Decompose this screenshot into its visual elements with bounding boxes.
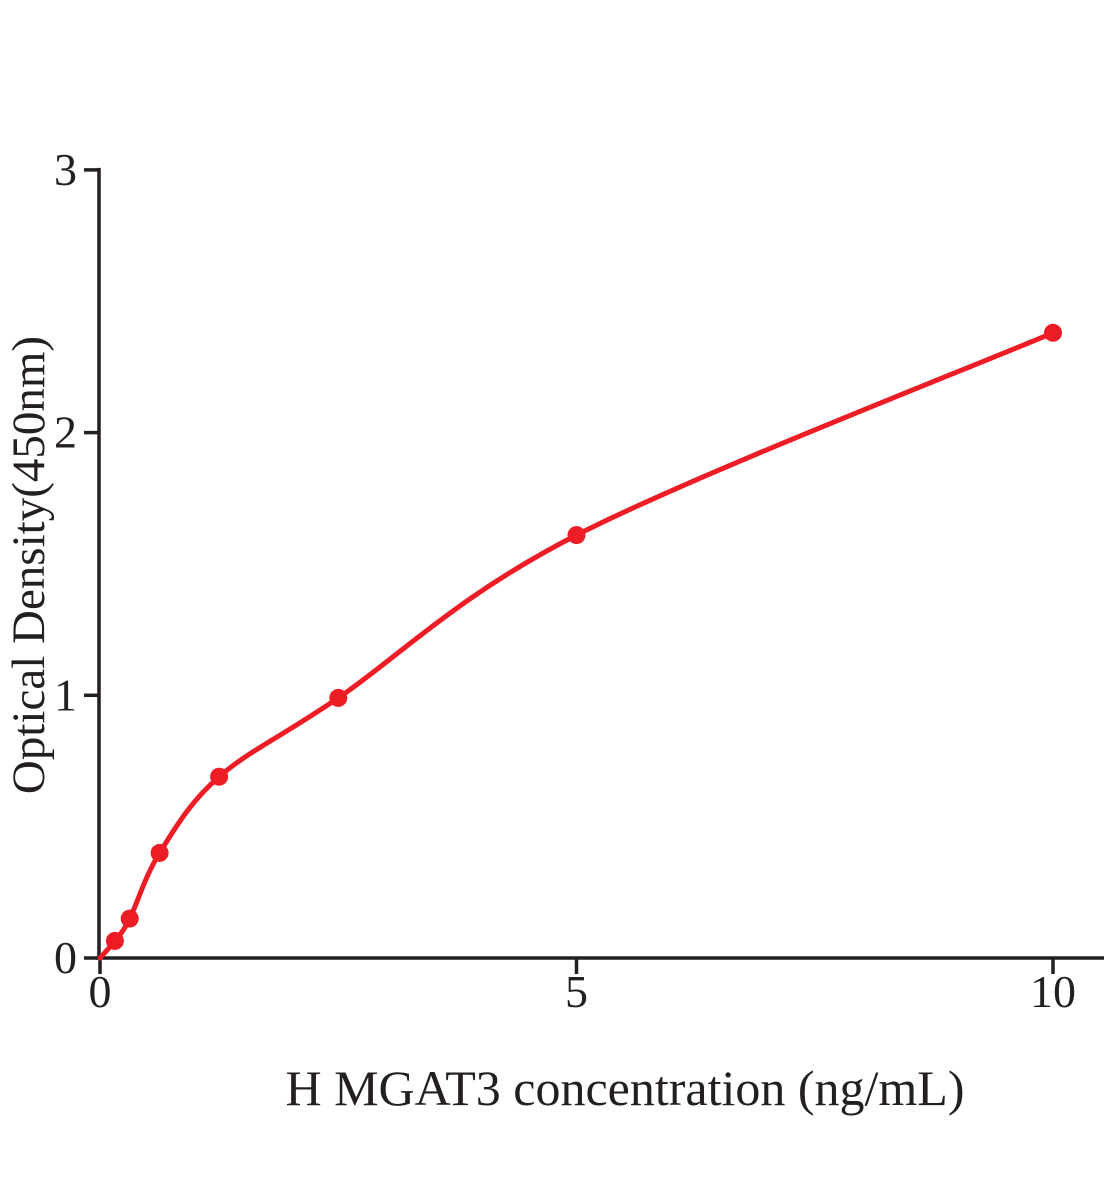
- y-axis-title: Optical Density(450nm): [3, 336, 55, 794]
- data-point: [150, 843, 169, 862]
- data-point: [210, 767, 229, 786]
- axes: [84, 167, 1104, 974]
- data-point: [1044, 323, 1062, 342]
- x-tick-label: 0: [89, 966, 112, 1017]
- fit-curve-line: [97, 330, 1056, 961]
- y-tick-label: 0: [54, 932, 77, 983]
- data-point: [329, 688, 348, 707]
- x-tick-label: 5: [565, 966, 588, 1017]
- x-axis-title: H MGAT3 concentration (ng/mL): [285, 1060, 964, 1116]
- y-tick-label: 1: [54, 669, 77, 720]
- y-tick-label: 3: [54, 144, 77, 195]
- data-point: [567, 526, 586, 545]
- y-tick-label: 2: [54, 407, 77, 458]
- data-point: [105, 931, 124, 950]
- data-point: [120, 909, 139, 928]
- tick-labels: 0 5 10 0 1 2 3: [54, 144, 1076, 1017]
- data-points: [105, 323, 1062, 950]
- x-tick-label: 10: [1030, 966, 1076, 1017]
